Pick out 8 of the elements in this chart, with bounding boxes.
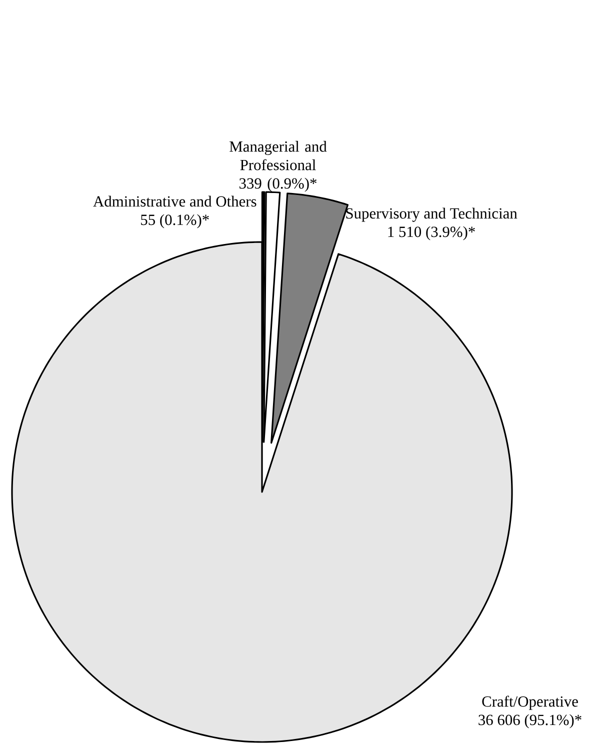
slice-label: Craft/Operative bbox=[482, 696, 578, 710]
slice-label: Supervisory and Technician bbox=[346, 208, 518, 222]
data-label: 55 (0.1%)* bbox=[141, 214, 209, 228]
slice-label: Administrative and Others bbox=[93, 196, 256, 207]
slice-label: Managerial and Professional bbox=[230, 140, 327, 170]
data-label: 1 510 (3.9%)* bbox=[388, 226, 475, 240]
data-label: 339 (0.9%)* bbox=[239, 178, 317, 192]
data-label: 36 606 (95.1%)* bbox=[478, 714, 582, 728]
